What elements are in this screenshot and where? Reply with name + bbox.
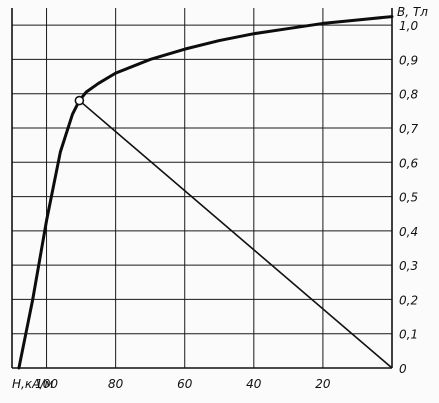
y-tick-label-1: 0,1: [399, 328, 418, 342]
y-axis-title: B, Tл: [397, 5, 428, 19]
x-tick-label-4: 20: [315, 377, 331, 391]
y-tick-label-0: 0: [399, 362, 407, 376]
x-tick-labels: 100 80 60 40 20: [35, 377, 331, 391]
y-tick-label-4: 0,4: [399, 225, 418, 239]
operating-point-0: [74, 95, 85, 106]
load-line: [78, 99, 393, 369]
y-tick-label-2: 0,2: [399, 293, 418, 307]
demagnetization-curve: [17, 15, 394, 370]
x-tick-label-1: 80: [108, 377, 124, 391]
grid: [12, 8, 392, 368]
y-tick-label-6: 0,6: [399, 156, 418, 170]
y-tick-label-3: 0,3: [399, 259, 418, 273]
x-tick-label-0: 100: [35, 377, 58, 391]
x-axis-title: H,кА/м: [12, 377, 53, 391]
y-tick-label-5: 0,5: [399, 191, 418, 205]
y-tick-label-10: 1,0: [399, 19, 418, 33]
point-layer: [74, 95, 85, 106]
y-tick-label-7: 0,7: [399, 122, 418, 136]
y-tick-label-8: 0,8: [399, 88, 418, 102]
plot-frame: [11, 8, 393, 369]
y-tick-label-9: 0,9: [399, 53, 418, 67]
series-layer: [17, 15, 394, 370]
x-tick-label-2: 60: [177, 377, 193, 391]
x-tick-label-3: 40: [246, 377, 262, 391]
y-tick-labels: 0 0,1 0,2 0,3 0,4 0,5 0,6 0,7 0,8 0,9 1,0: [399, 19, 418, 376]
